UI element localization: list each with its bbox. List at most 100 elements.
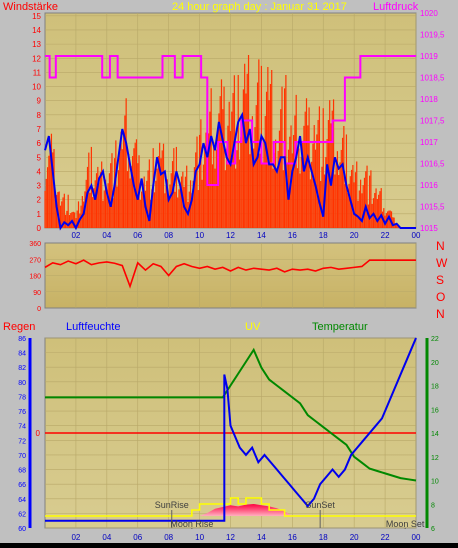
temperature-tick-label: 10 — [431, 479, 439, 486]
compass-letter: S — [436, 273, 444, 287]
temperatur-label: Temperatur — [312, 321, 368, 333]
hour-tick-label: 14 — [257, 231, 266, 240]
pressure-tick-label: 1016 — [420, 181, 438, 190]
pressure-tick-label: 1018 — [420, 95, 438, 104]
wind-axis-ticks: 012345678910111213141510151015,510161016… — [32, 9, 445, 240]
uv-label: UV — [245, 321, 261, 333]
compass-letter: N — [436, 307, 445, 321]
hour-tick-label: 00 — [412, 533, 421, 542]
windstaerke-label: Windstärke — [3, 1, 58, 13]
pressure-tick-label: 1019 — [420, 52, 438, 61]
luftdruck-line — [45, 55, 416, 186]
direction-axis-ticks: 0 90 180 270 360 — [29, 241, 41, 313]
hour-tick-label: 16 — [288, 533, 297, 542]
humidity-tick-label: 60 — [18, 526, 26, 533]
wind-tick-label: 2 — [37, 196, 42, 205]
wind-tick-label: 6 — [37, 139, 42, 148]
pressure-tick-label: 1017,5 — [420, 117, 445, 126]
humidity-tick-label: 68 — [18, 468, 26, 475]
chart-title: 24 hour graph day : Januar 31 2017 — [172, 1, 347, 13]
wind-tick-label: 10 — [32, 83, 41, 92]
hour-tick-label: 10 — [195, 533, 204, 542]
humidity-axis-ticks: 6062646668707274767880828486681012141618… — [18, 336, 439, 542]
hour-tick-label: 20 — [350, 231, 359, 240]
wind-tick-label: 11 — [33, 68, 42, 77]
hour-tick-label: 12 — [226, 533, 235, 542]
wind-tick-label: 13 — [32, 40, 41, 49]
wind-direction-line — [44, 259, 416, 289]
hour-tick-label: 22 — [381, 533, 390, 542]
compass-letter: W — [436, 256, 448, 270]
hour-tick-label: 10 — [195, 231, 204, 240]
pressure-tick-label: 1015,5 — [420, 203, 445, 212]
luftdruck-label: Luftdruck — [373, 1, 419, 13]
hour-tick-label: 18 — [319, 231, 328, 240]
wind-tick-label: 5 — [37, 153, 42, 162]
wind-tick-label: 14 — [32, 26, 41, 35]
wind-tick-label: 15 — [32, 12, 41, 21]
hour-tick-label: 14 — [257, 533, 266, 542]
humidity-tick-label: 76 — [18, 409, 26, 416]
temperature-tick-label: 14 — [431, 431, 439, 438]
luftfeuchte-label: Luftfeuchte — [66, 321, 120, 333]
humidity-tick-label: 64 — [18, 497, 26, 504]
wind-tick-label: 8 — [37, 111, 42, 120]
humidity-tick-label: 86 — [18, 336, 26, 343]
wind-tick-label: 4 — [37, 167, 42, 176]
pressure-tick-label: 1015 — [420, 224, 438, 233]
direction-tick-label: 360 — [29, 241, 41, 248]
hour-tick-label: 08 — [164, 533, 173, 542]
temperature-tick-label: 22 — [431, 336, 439, 343]
compass-letter: N — [436, 239, 445, 253]
hour-tick-label: 06 — [133, 231, 142, 240]
wind-tick-label: 1 — [37, 210, 42, 219]
hour-tick-label: 06 — [133, 533, 142, 542]
hour-tick-label: 04 — [102, 231, 111, 240]
pressure-tick-label: 1019,5 — [420, 31, 445, 40]
luftfeuchte-line — [45, 337, 417, 522]
hour-tick-label: 02 — [71, 231, 80, 240]
temperature-tick-label: 20 — [431, 360, 439, 367]
wind-tick-label: 7 — [37, 125, 42, 134]
direction-tick-label: 90 — [33, 290, 41, 297]
rain-tick-label: 0 — [36, 429, 41, 438]
temperature-tick-label: 12 — [431, 455, 439, 462]
humidity-tick-label: 78 — [18, 394, 26, 401]
temperature-tick-label: 18 — [431, 384, 439, 391]
humidity-tick-label: 72 — [18, 438, 26, 445]
hour-tick-label: 22 — [381, 231, 390, 240]
temperatur-line — [45, 347, 417, 482]
hour-tick-label: 20 — [350, 533, 359, 542]
wind-tick-label: 3 — [37, 182, 42, 191]
temperature-tick-label: 8 — [431, 502, 435, 509]
pressure-tick-label: 1018,5 — [420, 74, 445, 83]
temperature-tick-label: 16 — [431, 407, 439, 414]
direction-tick-label: 0 — [37, 306, 41, 313]
uv-line — [45, 497, 416, 517]
humidity-tick-label: 66 — [18, 482, 26, 489]
pressure-tick-label: 1016,5 — [420, 160, 445, 169]
hour-tick-label: 00 — [412, 231, 421, 240]
moonset-label: Moon Set — [386, 519, 425, 529]
hour-tick-label: 02 — [71, 533, 80, 542]
direction-tick-label: 180 — [29, 274, 41, 281]
humidity-tick-label: 84 — [18, 351, 26, 358]
humidity-tick-label: 74 — [18, 424, 26, 431]
wind-gust-bars — [44, 54, 400, 228]
pressure-tick-label: 1020 — [420, 9, 438, 18]
pressure-tick-label: 1017 — [420, 138, 438, 147]
hour-tick-label: 12 — [226, 231, 235, 240]
solar-area — [45, 504, 416, 516]
sunset-label: SunSet — [305, 500, 335, 510]
regen-label: Regen — [3, 321, 35, 333]
moonrise-label: Moon Rise — [170, 519, 213, 529]
wind-tick-label: 12 — [32, 54, 41, 63]
humidity-tick-label: 70 — [18, 453, 26, 460]
hour-tick-label: 18 — [319, 533, 328, 542]
hour-tick-label: 08 — [164, 231, 173, 240]
humidity-tick-label: 82 — [18, 365, 26, 372]
temperature-tick-label: 6 — [431, 526, 435, 533]
